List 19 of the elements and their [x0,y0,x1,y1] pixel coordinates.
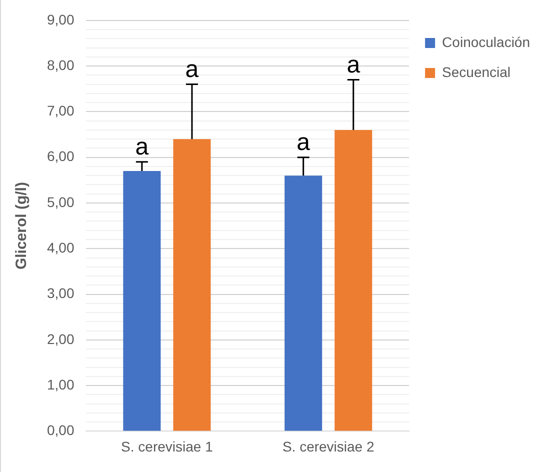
y-tick-label: 9,00 [47,11,74,28]
y-tick-label: 6,00 [47,148,74,164]
y-axis-title: Glicerol (g/l) [13,182,30,270]
x-tick-label: S. cerevisiae 1 [121,438,214,454]
data-label: a [185,56,200,83]
y-tick-label: 1,00 [47,376,74,392]
y-tick-label: 5,00 [47,194,74,210]
y-tick-label: 2,00 [47,330,74,347]
data-label: a [346,51,361,78]
legend-label: Coinoculación [442,34,530,50]
y-tick-label: 8,00 [47,56,74,73]
data-label: a [135,134,150,161]
y-tick-label: 0,00 [47,422,74,438]
y-tick-label: 4,00 [47,239,74,256]
y-tick-label: 7,00 [47,102,74,119]
y-tick-label: 3,00 [47,285,74,302]
legend-label: Secuencial [442,64,511,80]
data-label: a [296,128,311,156]
x-tick-label: S. cerevisiae 2 [282,438,374,454]
